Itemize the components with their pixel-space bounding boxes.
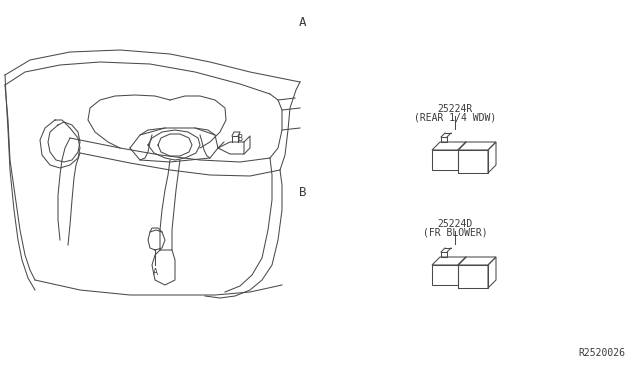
Text: A: A <box>300 16 307 29</box>
Text: A: A <box>152 268 157 277</box>
Text: 25224D: 25224D <box>437 219 472 229</box>
Text: 25224R: 25224R <box>437 104 472 114</box>
Text: (REAR 1/4 WDW): (REAR 1/4 WDW) <box>414 112 496 122</box>
Text: R2520026: R2520026 <box>578 348 625 358</box>
Text: B: B <box>237 134 242 142</box>
Text: B: B <box>300 186 307 199</box>
Text: (FR BLOWER): (FR BLOWER) <box>422 227 487 237</box>
